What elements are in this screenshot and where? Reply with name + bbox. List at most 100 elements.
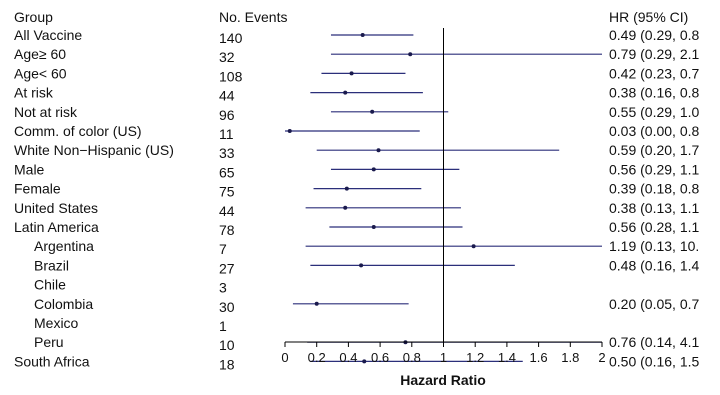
forest-row: United States 44 0.38 (0.13, 1.1 (14, 200, 700, 219)
hr-point (360, 33, 365, 37)
row-hr-text: 0.39 (0.18, 0.8 (609, 181, 700, 197)
forest-row: All Vaccine 140 0.49 (0.29, 0.8 (14, 27, 700, 46)
row-events: 75 (219, 184, 235, 200)
row-events: 78 (219, 222, 235, 238)
row-events: 108 (219, 68, 243, 84)
row-group-label: White Non−Hispanic (US) (14, 142, 174, 158)
row-group-label: Age≥ 60 (14, 46, 66, 62)
row-hr-text: 0.56 (0.29, 1.1 (609, 161, 700, 177)
hr-point (349, 71, 354, 76)
header-group: Group (14, 9, 53, 25)
row-events: 33 (219, 145, 235, 161)
row-group-label: United States (14, 200, 98, 216)
row-events: 30 (219, 299, 235, 315)
forest-row: Brazil 27 0.48 (0.16, 1.4 (34, 257, 700, 276)
hr-point (376, 148, 381, 153)
row-group-label: Age< 60 (14, 65, 67, 81)
row-group-label: Mexico (34, 315, 79, 331)
forest-row: Age< 60 108 0.42 (0.23, 0.7 (14, 65, 700, 84)
row-events: 10 (219, 337, 235, 353)
forest-row: At risk 44 0.38 (0.16, 0.8 (14, 85, 700, 104)
row-events: 18 (219, 356, 235, 372)
row-events: 65 (219, 164, 235, 180)
hr-point (362, 359, 367, 364)
x-tick-label: 1.4 (498, 350, 516, 365)
row-hr-text: 0.59 (0.20, 1.7 (609, 142, 700, 158)
row-group-label: Argentina (34, 238, 94, 254)
row-events: 96 (219, 107, 235, 123)
hr-point (343, 90, 348, 95)
x-tick-label: 0.2 (308, 350, 326, 365)
row-hr-text: 0.03 (0.00, 0.8 (609, 123, 700, 139)
forest-row: White Non−Hispanic (US) 33 0.59 (0.20, 1.7 (14, 142, 700, 161)
row-group-label: Colombia (34, 296, 93, 312)
x-tick-label: 0 (281, 350, 288, 365)
forest-row: Female 75 0.39 (0.18, 0.8 (14, 181, 700, 200)
row-hr-text: 0.50 (0.16, 1.5 (609, 353, 700, 369)
hr-point (471, 244, 476, 249)
hr-point (287, 129, 292, 133)
forest-row: Age≥ 60 32 0.79 (0.29, 2.1 (14, 46, 700, 65)
x-axis: 0 0.2 0.4 0.6 0.8 1 1.2 1.4 1.6 1.8 2 (281, 28, 606, 365)
row-hr-text: 0.38 (0.16, 0.8 (609, 85, 700, 101)
row-events: 1 (219, 318, 227, 334)
row-hr-text: 0.55 (0.29, 1.0 (609, 104, 700, 120)
row-group-label: Comm. of color (US) (14, 123, 142, 139)
x-tick-label: 0.8 (403, 350, 421, 365)
forest-row: Chile 3 (34, 277, 227, 296)
forest-row: Argentina 7 1.19 (0.13, 10. (34, 238, 699, 257)
row-hr-text: 0.42 (0.23, 0.7 (609, 65, 700, 81)
x-tick-label: 2 (598, 350, 605, 365)
x-tick-label: 1.8 (561, 350, 579, 365)
row-group-label: Peru (34, 334, 64, 350)
row-hr-text: 0.48 (0.16, 1.4 (609, 257, 700, 273)
row-group-label: Male (14, 161, 45, 177)
row-events: 32 (219, 49, 235, 65)
x-tick-label: 0.4 (339, 350, 357, 365)
row-events: 140 (219, 30, 243, 46)
row-hr-text: 0.20 (0.05, 0.7 (609, 296, 700, 312)
x-tick-label: 1.2 (466, 350, 484, 365)
forest-row: Male 65 0.56 (0.29, 1.1 (14, 161, 700, 180)
forest-row: Mexico 1 (34, 315, 227, 334)
row-hr-text: 0.79 (0.29, 2.1 (609, 46, 700, 62)
row-hr-text: 0.38 (0.13, 1.1 (609, 200, 700, 216)
hr-point (344, 186, 349, 191)
row-group-label: At risk (14, 85, 54, 101)
row-group-label: Chile (34, 277, 66, 293)
forest-row: Comm. of color (US) 11 0.03 (0.00, 0.8 (14, 123, 700, 142)
hr-point (314, 301, 319, 306)
x-tick-label: 1 (440, 350, 447, 365)
forest-row: South Africa 18 0.50 (0.16, 1.5 (14, 353, 700, 372)
row-events: 7 (219, 241, 227, 257)
row-group-label: Brazil (34, 257, 69, 273)
hr-point (371, 167, 376, 172)
row-events: 11 (219, 126, 234, 142)
x-tick-label: 1.6 (530, 350, 548, 365)
header-events: No. Events (219, 9, 287, 25)
row-events: 44 (219, 88, 235, 104)
hr-point (371, 225, 376, 229)
row-group-label: South Africa (14, 353, 90, 369)
row-group-label: All Vaccine (14, 27, 82, 43)
row-hr-text: 0.76 (0.14, 4.1 (609, 334, 700, 350)
forest-row: Colombia 30 0.20 (0.05, 0.7 (34, 296, 700, 315)
x-tick-label: 0.6 (371, 350, 389, 365)
row-hr-text: 0.49 (0.29, 0.8 (609, 27, 700, 43)
row-hr-text: 0.56 (0.28, 1.1 (609, 219, 700, 235)
row-group-label: Latin America (14, 219, 99, 235)
forest-row: Not at risk 96 0.55 (0.29, 1.0 (14, 104, 700, 123)
hr-point (370, 109, 375, 114)
row-events: 3 (219, 280, 227, 296)
x-axis-title: Hazard Ratio (400, 372, 486, 388)
hr-point (343, 205, 348, 210)
header-hr: HR (95% CI) (609, 9, 688, 25)
row-group-label: Not at risk (14, 104, 78, 120)
hr-point (408, 52, 413, 57)
row-events: 27 (219, 260, 235, 276)
row-group-label: Female (14, 181, 61, 197)
forest-row: Latin America 78 0.56 (0.28, 1.1 (14, 219, 700, 238)
hr-point (359, 263, 364, 268)
